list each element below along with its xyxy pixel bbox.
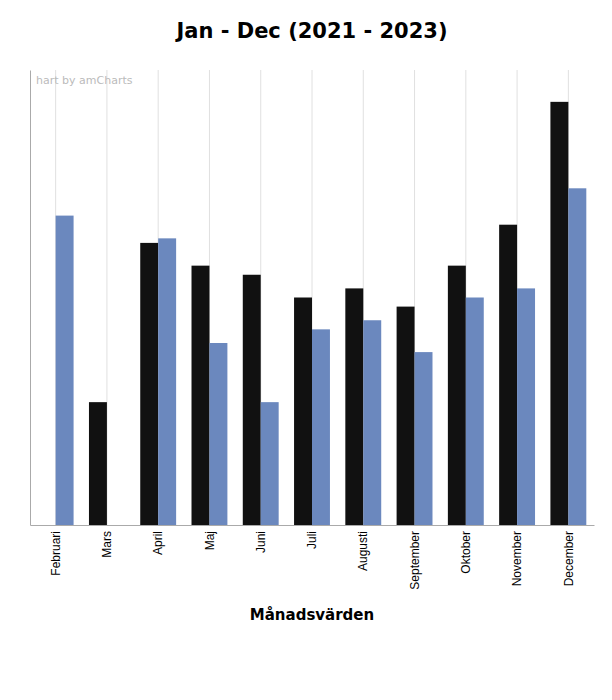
chart: Februari Mars April Maj Juni Juli Augusti Septe… [0,0,612,700]
tick: November [510,525,524,586]
bar [312,329,330,525]
annotation: hart by amCharts [36,74,133,87]
bars [56,102,587,525]
x-axis: Februari Mars April Maj Juni Juli Augusti Septe… [31,525,595,590]
grid [56,70,569,525]
bar [261,402,279,525]
bar [38,525,56,526]
tick-label: September [408,531,422,590]
tick-label: April [151,531,165,555]
tick-label: November [510,531,524,586]
tick-label: Maj [203,531,217,550]
tick: December [562,525,576,586]
bar [466,298,484,526]
tick: Augusti [356,525,370,571]
tick: Juli [305,525,319,549]
axis-line [30,71,31,526]
bar [243,275,261,525]
tick: April [151,525,165,555]
tick: Oktober [459,525,473,574]
bar [107,525,125,526]
tick-label: Februari [49,531,63,576]
title: Jan - Dec (2021 - 2023) [174,19,447,43]
tick: Maj [203,525,217,550]
tick-label: Juni [254,531,268,553]
tick-label: Mars [100,531,114,558]
bar [192,266,210,525]
tick-label: Juli [305,531,319,549]
tick-label: December [562,531,576,586]
bar [448,266,466,525]
bar [517,288,535,525]
bar [209,343,227,525]
series [56,188,587,525]
bar [499,225,517,525]
bar [550,102,568,525]
bar [363,320,381,525]
axis-line [31,525,595,526]
bar [415,352,433,525]
tick: Juni [254,525,268,553]
bar [568,188,586,525]
tick: Februari [49,525,63,576]
bar [397,307,415,525]
tick: Mars [100,525,114,558]
bar [140,243,158,525]
bar [294,298,312,526]
bar [89,402,107,525]
tick: September [408,525,422,590]
series [89,102,568,525]
tick-label: Augusti [356,531,370,571]
y-axis [30,71,31,526]
bar [56,216,74,525]
plot: Februari Mars April Maj Juni Juli Augusti Septe… [31,70,595,590]
tick-label: Oktober [459,531,473,574]
bar [158,238,176,525]
x-axis-title: Månadsvärden [250,606,374,624]
bar [345,288,363,525]
